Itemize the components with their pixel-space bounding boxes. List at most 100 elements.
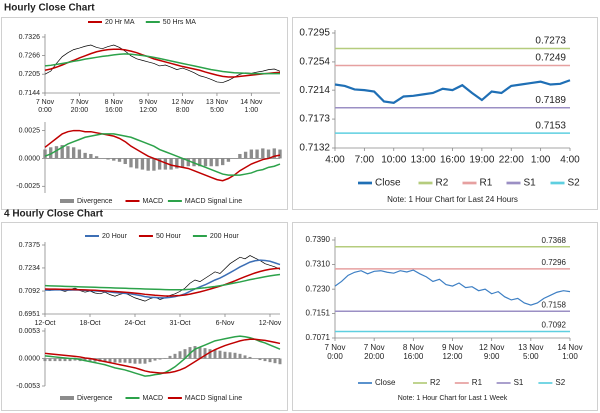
x-tick-label: 22:00	[499, 155, 524, 166]
x-tick-label: 19:00	[469, 155, 494, 166]
y-tick-label: -0.0025	[16, 183, 40, 190]
y-tick-label: 0.7214	[299, 85, 330, 96]
bar	[273, 358, 277, 364]
x-tick-label: 18-Oct	[79, 320, 100, 327]
bar	[118, 358, 122, 363]
x-tick-label: 16:00	[440, 155, 465, 166]
y-tick-label: 0.7132	[299, 143, 330, 154]
legend-label: Close	[375, 178, 401, 189]
bar	[248, 356, 252, 359]
bar	[258, 358, 262, 361]
level-label: 0.7158	[542, 300, 567, 309]
bar	[203, 348, 207, 359]
bar	[238, 153, 242, 159]
bar	[129, 158, 133, 168]
bar	[168, 355, 172, 359]
x-tick-label: 8 Nov 16:00	[403, 343, 424, 361]
legend-swatch	[60, 396, 74, 400]
series-line	[44, 133, 281, 176]
series-line	[44, 338, 281, 374]
bar	[272, 148, 276, 159]
bar	[261, 148, 265, 159]
level-label: 0.7249	[535, 53, 566, 64]
y-tick-label: 0.7092	[19, 288, 41, 295]
bar	[180, 158, 185, 168]
bar	[203, 158, 208, 167]
bar	[83, 152, 87, 159]
y-tick-label: 0.0025	[19, 127, 41, 134]
legend-label: 20 Hour	[102, 233, 128, 240]
series-line	[334, 79, 571, 104]
bar	[178, 351, 182, 359]
bar	[113, 358, 117, 363]
bar	[266, 149, 271, 159]
y-tick-label: 0.7071	[306, 333, 331, 342]
legend-swatch	[60, 199, 74, 203]
x-tick-label: 6-Nov	[216, 320, 235, 327]
bar	[88, 358, 92, 362]
x-tick-label: 12 Nov 8:00	[171, 99, 194, 114]
bar	[183, 349, 187, 359]
x-tick-label: 9 Nov 12:00	[139, 99, 158, 114]
legend-label: R2	[430, 378, 441, 387]
y-tick-label: 0.0053	[19, 328, 41, 335]
x-tick-label: 4:00	[560, 155, 580, 166]
y-tick-label: 0.7230	[306, 284, 331, 293]
bar	[68, 358, 72, 362]
bar	[146, 158, 150, 171]
section-title: 4 Hourly Close Chart	[4, 209, 104, 220]
level-label: 0.7296	[542, 258, 567, 267]
bar	[89, 153, 93, 159]
series-line	[44, 48, 281, 78]
series-line	[44, 129, 281, 182]
y-tick-label: 0.7205	[19, 71, 41, 78]
bar	[198, 347, 202, 359]
y-tick-label: 0.7310	[306, 260, 331, 269]
legend-label: 20 Hr MA	[105, 19, 135, 26]
y-tick-label: -0.0053	[16, 383, 40, 390]
section-title: Hourly Close Chart	[4, 3, 95, 14]
x-tick-label: 7:00	[355, 155, 375, 166]
price-line	[44, 44, 281, 83]
bar	[278, 149, 282, 159]
bar	[218, 350, 222, 359]
bar	[208, 349, 212, 359]
y-tick-label: 0.7144	[19, 90, 41, 97]
bar	[49, 147, 53, 159]
bar	[186, 158, 190, 167]
bar	[103, 358, 107, 362]
x-tick-label: 12-Oct	[34, 320, 55, 327]
bar	[243, 151, 248, 159]
y-tick-label: 0.7266	[19, 52, 41, 59]
bar	[135, 158, 139, 169]
x-tick-label: 4:00	[325, 155, 345, 166]
x-tick-label: 13 Nov 5:00	[518, 343, 543, 361]
legend-label: S1	[524, 178, 537, 189]
x-tick-label: 7 Nov 20:00	[70, 99, 89, 114]
legend-label: MACD	[143, 198, 164, 205]
bar	[123, 358, 127, 363]
x-tick-label: 9 Nov 12:00	[442, 343, 463, 361]
y-tick-label: 0.7173	[299, 114, 330, 125]
legend-label: Divergence	[77, 198, 113, 205]
bar	[243, 355, 247, 359]
y-tick-label: 0.7390	[306, 235, 331, 244]
bar	[238, 353, 242, 359]
bar	[233, 352, 237, 359]
legend-label: 50 Hour	[156, 233, 182, 240]
panel	[292, 222, 598, 411]
panel	[292, 17, 598, 210]
bar	[77, 149, 82, 159]
panel	[1, 17, 288, 210]
y-tick-label: 0.0000	[19, 155, 41, 162]
x-tick-label: 7 Nov 0:00	[325, 343, 346, 361]
y-tick-label: 0.7151	[306, 309, 331, 318]
bar	[94, 156, 99, 159]
panel	[1, 222, 288, 411]
x-tick-label: 14 Nov 1:00	[240, 99, 263, 114]
x-tick-label: 31-Oct	[169, 320, 190, 327]
bar	[60, 145, 64, 159]
y-tick-label: 0.0000	[19, 355, 41, 362]
bar	[153, 358, 157, 361]
